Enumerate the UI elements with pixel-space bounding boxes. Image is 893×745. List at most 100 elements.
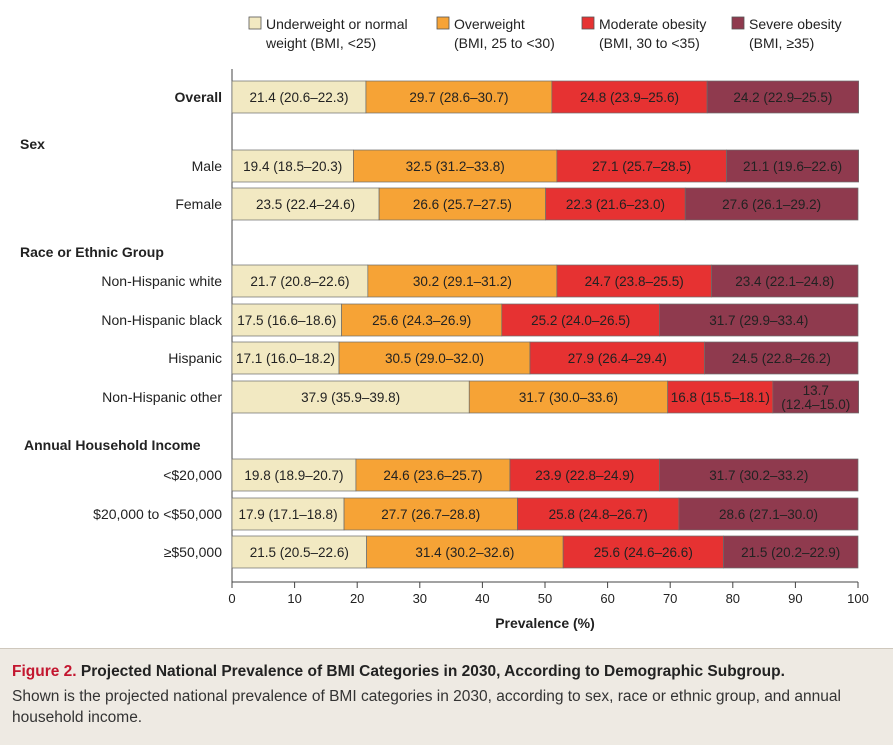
row-label: <$20,000 <box>163 467 222 483</box>
bar-value-label: 25.6 (24.6–26.6) <box>594 545 693 560</box>
bar-value-label: 25.8 (24.8–26.7) <box>549 507 648 522</box>
bar-value-label: 24.6 (23.6–25.7) <box>383 468 482 483</box>
bar-segment <box>367 264 558 298</box>
row-label: $20,000 to <$50,000 <box>93 506 222 522</box>
chart-svg: Underweight or normal weight (BMI, <25) Ov… <box>20 16 869 631</box>
bar-value-label: 30.5 (29.0–32.0) <box>385 351 484 366</box>
bar-value-label: 22.3 (21.6–23.0) <box>566 197 665 212</box>
group-label: Sex <box>20 136 45 152</box>
row-label: Male <box>192 158 223 174</box>
bar-segment <box>545 187 686 221</box>
caption-heading: Projected National Prevalence of BMI Cat… <box>80 663 785 680</box>
row-label: Overall <box>175 89 222 105</box>
x-tick-label: 40 <box>475 591 489 606</box>
bar-value-label: 21.1 (19.6–22.6) <box>743 159 842 174</box>
bar-segment <box>704 341 859 375</box>
bar-segment <box>711 264 859 298</box>
bar-segment <box>343 497 518 531</box>
bar-value-label: (12.4–15.0) <box>781 397 850 412</box>
x-tick-label: 100 <box>847 591 869 606</box>
bar-segment <box>231 187 380 221</box>
legend-label: Moderate obesity <box>599 16 706 32</box>
bar-value-label: 31.7 (30.0–33.6) <box>519 390 618 405</box>
legend-label: weight (BMI, <25) <box>265 35 376 51</box>
bar-segment <box>338 341 531 375</box>
legend-swatch <box>731 16 745 30</box>
legend-label: (BMI, ≥35) <box>749 35 814 51</box>
x-axis-title: Prevalence (%) <box>495 615 595 631</box>
bar-value-label: 19.4 (18.5–20.3) <box>243 159 342 174</box>
bar-segment <box>556 149 727 183</box>
bar-value-label: 25.6 (24.3–26.9) <box>372 313 471 328</box>
bar-segment <box>772 380 859 414</box>
bar-segment <box>353 149 558 183</box>
bar-value-label: 17.1 (16.0–18.2) <box>236 351 335 366</box>
bar-value-label: 28.6 (27.1–30.0) <box>719 507 818 522</box>
bar-segment <box>556 264 712 298</box>
bar-value-label: 25.2 (24.0–26.5) <box>531 313 630 328</box>
bar-value-label: 23.4 (22.1–24.8) <box>735 274 834 289</box>
legend-label: (BMI, 25 to <30) <box>454 35 555 51</box>
bar-segment <box>501 303 660 337</box>
bar-segment <box>231 497 345 531</box>
legend-swatch <box>436 16 450 30</box>
bar-segment <box>231 264 369 298</box>
caption-text: Shown is the projected national prevalen… <box>12 688 841 726</box>
legend-swatch <box>581 16 595 30</box>
row-label: Non-Hispanic other <box>102 389 222 405</box>
x-tick-label: 70 <box>663 591 677 606</box>
bar-segment <box>517 497 680 531</box>
bar-value-label: 37.9 (35.9–39.8) <box>301 390 400 405</box>
legend-swatch <box>248 16 262 30</box>
bar-segment <box>365 80 553 114</box>
bar-segment <box>378 187 546 221</box>
bar-value-label: 17.5 (16.6–18.6) <box>237 313 336 328</box>
bar-value-label: 13.7 <box>803 383 829 398</box>
legend-label: (BMI, 30 to <35) <box>599 35 700 51</box>
x-tick-label: 20 <box>350 591 364 606</box>
bar-value-label: 21.5 (20.2–22.9) <box>741 545 840 560</box>
figure-caption: Figure 2. Projected National Prevalence … <box>0 648 893 745</box>
bar-segment <box>231 303 342 337</box>
bar-segment <box>659 303 859 337</box>
row-label: Female <box>175 196 222 212</box>
bar-value-label: 16.8 (15.5–18.1) <box>671 390 770 405</box>
bar-value-label: 30.2 (29.1–31.2) <box>413 274 512 289</box>
x-tick-label: 90 <box>788 591 802 606</box>
row-label: ≥$50,000 <box>164 544 223 560</box>
x-tick-label: 80 <box>726 591 740 606</box>
bar-segment <box>341 303 503 337</box>
bar-value-label: 32.5 (31.2–33.8) <box>406 159 505 174</box>
legend-label: Overweight <box>454 16 525 32</box>
bar-segment <box>468 380 669 414</box>
bar-segment <box>706 80 859 114</box>
group-label: Annual Household Income <box>24 437 201 453</box>
bar-value-label: 26.6 (25.7–27.5) <box>413 197 512 212</box>
legend-label: Underweight or normal <box>266 16 408 32</box>
bar-value-label: 27.9 (26.4–29.4) <box>568 351 667 366</box>
bar-value-label: 31.7 (30.2–33.2) <box>709 468 808 483</box>
row-label: Hispanic <box>168 350 222 366</box>
bar-value-label: 23.9 (22.8–24.9) <box>535 468 634 483</box>
bar-segment <box>509 458 660 492</box>
x-tick-label: 60 <box>600 591 614 606</box>
bar-value-label: 27.6 (26.1–29.2) <box>722 197 821 212</box>
bar-value-label: 31.4 (30.2–32.6) <box>415 545 514 560</box>
row-label: Non-Hispanic white <box>101 273 222 289</box>
row-label: Non-Hispanic black <box>101 312 223 328</box>
caption-label: Figure 2. <box>12 663 77 680</box>
bar-value-label: 21.7 (20.8–22.6) <box>250 274 349 289</box>
bar-value-label: 24.8 (23.9–25.6) <box>580 90 679 105</box>
bar-segment <box>366 535 564 569</box>
bar-value-label: 17.9 (17.1–18.8) <box>238 507 337 522</box>
x-tick-label: 30 <box>413 591 427 606</box>
x-tick-label: 10 <box>287 591 301 606</box>
chart-area: Underweight or normal weight (BMI, <25) Ov… <box>20 16 869 631</box>
bar-segment <box>231 80 367 114</box>
x-tick-label: 0 <box>228 591 235 606</box>
x-tick-label: 50 <box>538 591 552 606</box>
bar-value-label: 24.2 (22.9–25.5) <box>733 90 832 105</box>
bar-value-label: 29.7 (28.6–30.7) <box>409 90 508 105</box>
bar-value-label: 27.1 (25.7–28.5) <box>592 159 691 174</box>
bar-segment <box>678 497 859 531</box>
